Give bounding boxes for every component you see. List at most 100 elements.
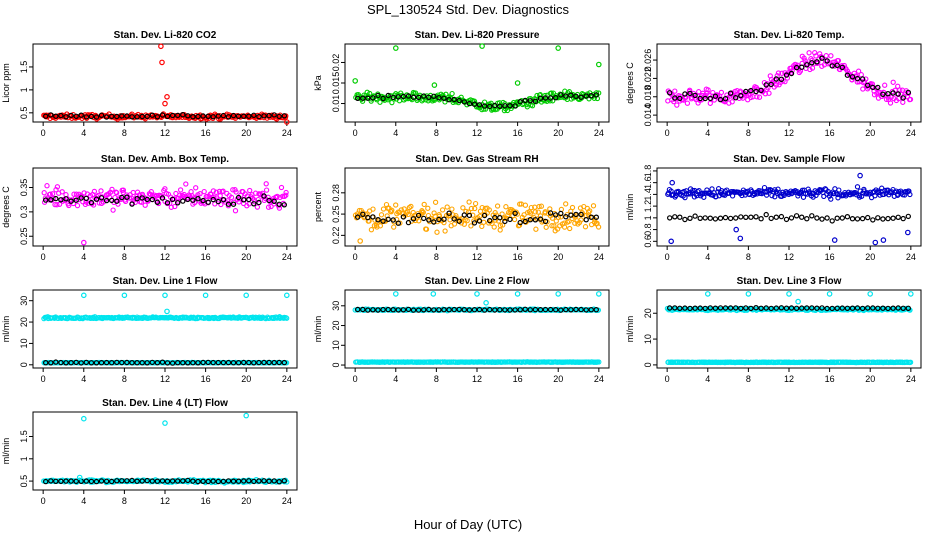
data-point — [210, 188, 217, 194]
y-tick-label: 0.01 — [331, 95, 341, 113]
y-tick-label: 10 — [643, 334, 653, 344]
hourly-point — [276, 201, 282, 207]
hourly-point — [829, 305, 835, 312]
hourly-point — [583, 307, 589, 313]
hourly-point — [476, 218, 483, 224]
data-point — [713, 193, 719, 200]
hourly-point — [667, 305, 673, 311]
hourly-point — [682, 305, 688, 311]
hourly-point — [134, 478, 140, 484]
data-point — [439, 207, 446, 213]
hourly-point — [180, 478, 186, 484]
x-tick-label: 0 — [353, 252, 358, 262]
data-point — [887, 100, 894, 106]
hourly-point — [880, 305, 886, 311]
hourly-point — [763, 82, 769, 88]
hourly-point — [875, 215, 881, 221]
hourly-point — [405, 306, 412, 313]
hourly-point — [542, 218, 549, 225]
outlier-point — [81, 292, 87, 299]
outlier-point — [595, 291, 602, 297]
data-point — [464, 217, 470, 224]
panel-4: Stan. Dev. Amb. Box Temp. 0 4 8 12 16 20 24 0.25… — [1, 154, 298, 262]
data-point — [547, 206, 553, 212]
panel-title: Stan. Dev. Li-820 Temp. — [734, 30, 845, 41]
data-point — [516, 222, 523, 228]
data-point — [283, 189, 289, 196]
hourly-point — [53, 113, 59, 119]
x-tick-label: 0 — [665, 128, 670, 138]
y-tick-label: 1.8 — [643, 165, 653, 178]
hourly-point — [58, 359, 64, 366]
hourly-point — [593, 214, 600, 220]
hourly-point — [487, 217, 493, 224]
y-tick-label: 1 — [19, 87, 29, 92]
panel-10: Stan. Dev. Line 4 (LT) Flow 0 4 8 12 16 20 24 0.… — [1, 398, 298, 506]
hourly-point — [230, 478, 237, 484]
hourly-point — [502, 307, 508, 313]
data-point — [595, 224, 602, 230]
x-tick-label: 20 — [241, 374, 251, 384]
hourly-point — [672, 95, 678, 101]
data-point — [211, 194, 217, 200]
hourly-point — [824, 58, 830, 64]
data-point — [220, 188, 226, 194]
data-point — [74, 202, 81, 209]
hourly-point — [169, 112, 176, 119]
hourly-point — [195, 195, 201, 202]
y-tick-label: 1 — [643, 215, 653, 220]
x-tick-label: 0 — [353, 128, 358, 138]
hourly-point — [839, 215, 846, 221]
outlier-point — [479, 43, 485, 49]
y-axis-label: kPa — [313, 75, 323, 91]
outlier-point — [121, 292, 128, 299]
hourly-point — [692, 213, 698, 219]
y-tick-label: 0 — [643, 362, 653, 367]
x-tick-label: 4 — [705, 128, 710, 138]
hourly-point — [405, 219, 412, 226]
y-axis-label: ml/min — [1, 438, 11, 465]
hourly-point — [481, 103, 488, 109]
hourly-point — [692, 305, 698, 311]
hourly-point — [119, 478, 125, 484]
panel-title: Stan. Dev. Li-820 CO2 — [114, 30, 217, 41]
hourly-point — [727, 90, 734, 96]
data-point — [136, 192, 143, 198]
hourly-point — [421, 307, 427, 313]
data-point — [596, 359, 602, 365]
outlier-point — [514, 80, 521, 86]
hourly-point — [355, 306, 361, 313]
data-point — [705, 87, 711, 93]
x-tick-label: 12 — [472, 252, 482, 262]
hourly-point — [415, 307, 422, 313]
data-point — [53, 187, 59, 193]
hourly-point — [215, 478, 221, 485]
hourly-point — [778, 213, 785, 220]
hourly-point — [748, 214, 754, 220]
hourly-point — [73, 359, 79, 366]
data-point — [907, 359, 914, 365]
hourly-point — [738, 92, 744, 99]
data-point — [871, 92, 878, 98]
data-point — [858, 72, 864, 78]
data-point — [425, 205, 431, 211]
hourly-point — [733, 305, 739, 311]
x-tick-label: 16 — [825, 128, 835, 138]
hourly-point — [73, 197, 79, 203]
hourly-point — [553, 212, 559, 218]
x-tick-label: 24 — [282, 128, 292, 138]
hourly-point — [43, 113, 49, 119]
hourly-point — [230, 360, 237, 366]
hourly-point — [256, 478, 262, 484]
hourly-point — [507, 102, 513, 109]
data-point — [49, 191, 56, 197]
hourly-point — [512, 210, 518, 216]
hourly-point — [461, 307, 467, 313]
hourly-point — [174, 200, 181, 206]
plot-frame — [32, 289, 298, 369]
data-point — [809, 65, 816, 71]
hourly-point — [722, 95, 729, 102]
hourly-point — [870, 84, 876, 91]
data-point — [460, 205, 466, 211]
hourly-point — [558, 210, 564, 217]
